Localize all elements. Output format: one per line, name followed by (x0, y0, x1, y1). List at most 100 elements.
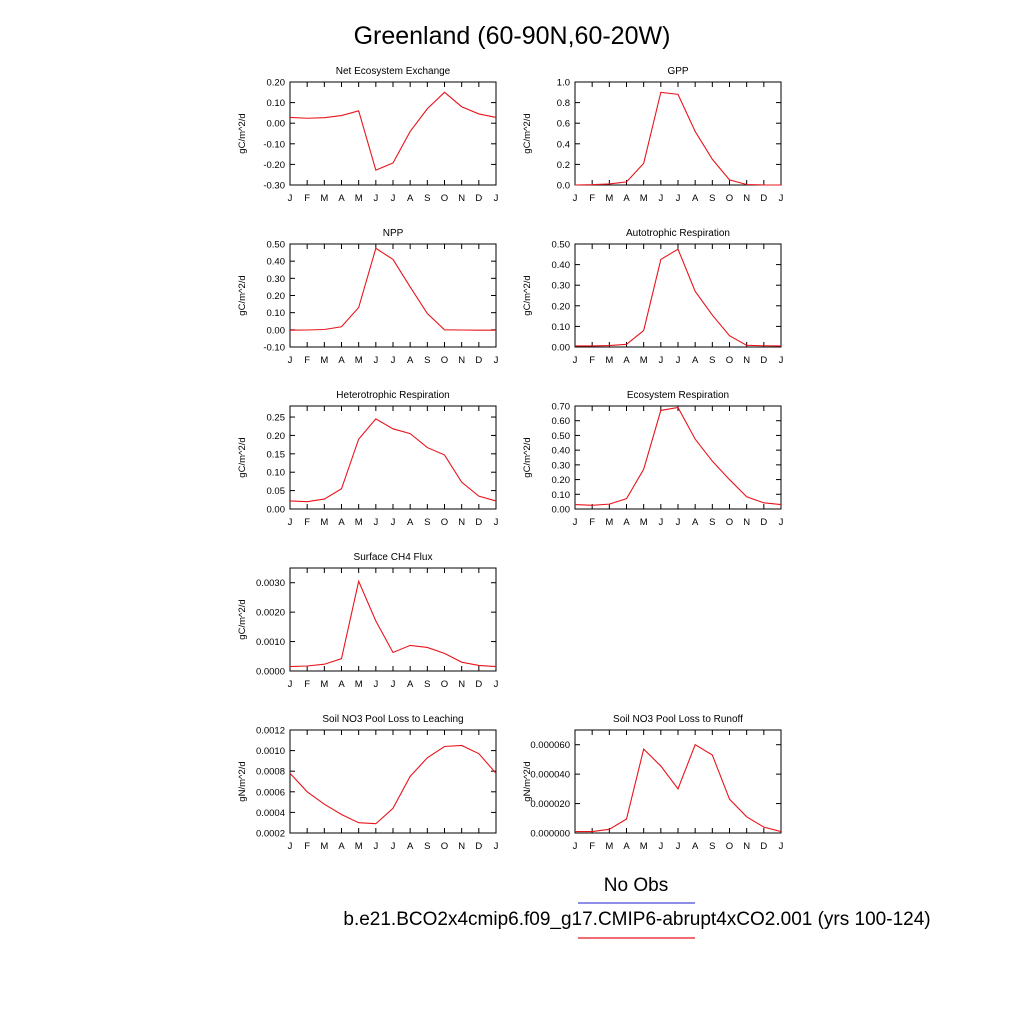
y-tick-label: 0.60 (552, 416, 571, 427)
x-tick-label: A (338, 841, 345, 852)
panel-title: Autotrophic Respiration (626, 228, 730, 239)
y-tick-label: 0.30 (552, 460, 571, 471)
x-tick-label: J (373, 517, 378, 528)
series-line-autotrophic-respiration (575, 248, 782, 347)
y-tick-label: 0.000020 (530, 799, 570, 810)
x-tick-label: A (338, 679, 345, 690)
plot-frame (289, 405, 497, 510)
x-tick-label: A (692, 355, 699, 366)
x-tick-label: J (391, 193, 396, 204)
x-tick-label: O (441, 517, 448, 528)
x-tick-label: J (373, 679, 378, 690)
x-tick-label: J (391, 679, 396, 690)
x-tick-label: N (458, 355, 465, 366)
x-tick-label: J (676, 193, 681, 204)
x-tick-label: N (458, 517, 465, 528)
plot-frame (574, 81, 782, 186)
x-tick-label: A (623, 517, 630, 528)
x-tick-label: A (407, 679, 414, 690)
y-tick-label: 0.00 (552, 343, 571, 354)
x-tick-label: N (743, 193, 750, 204)
panel-title: GPP (667, 66, 688, 77)
y-tick-label: 0.10 (267, 308, 286, 319)
x-tick-label: A (338, 193, 345, 204)
x-tick-label: J (373, 193, 378, 204)
x-tick-label: J (391, 841, 396, 852)
y-tick-label: 0.20 (552, 475, 571, 486)
y-tick-label: 0.10 (552, 322, 571, 333)
y-axis-label: gC/m^2/d (522, 275, 533, 315)
plot-frame (574, 405, 782, 510)
plot-frame (289, 729, 497, 834)
x-tick-label: D (475, 193, 482, 204)
y-tick-label: 0.50 (267, 240, 286, 251)
x-tick-label: J (658, 841, 663, 852)
y-tick-label: 0.000060 (530, 740, 570, 751)
x-tick-label: A (692, 517, 699, 528)
x-tick-label: A (407, 517, 414, 528)
x-tick-label: F (304, 517, 310, 528)
legend: No Obs b.e21.BCO2x4cmip6.f09_g17.CMIP6-a… (343, 875, 931, 939)
panel-title: Net Ecosystem Exchange (336, 66, 451, 77)
x-tick-label: D (760, 517, 767, 528)
x-tick-label: M (355, 355, 363, 366)
x-tick-label: A (623, 193, 630, 204)
y-tick-label: 0.0010 (256, 746, 285, 757)
x-tick-label: M (320, 679, 328, 690)
series-line-net-ecosystem-exchange (289, 91, 497, 171)
x-tick-label: J (373, 841, 378, 852)
y-tick-label: 0.70 (552, 402, 571, 413)
x-tick-label: A (338, 355, 345, 366)
x-tick-label: O (441, 841, 448, 852)
x-tick-label: A (623, 355, 630, 366)
y-axis-label: gN/m^2/d (237, 761, 248, 801)
x-tick-label: O (726, 841, 733, 852)
y-axis-label: gC/m^2/d (237, 599, 248, 639)
x-tick-label: J (779, 841, 784, 852)
x-tick-label: N (743, 517, 750, 528)
y-tick-label: 0.6 (557, 119, 570, 130)
plot-frame (289, 567, 497, 672)
x-tick-label: J (676, 355, 681, 366)
panel-net-ecosystem-exchange: Net Ecosystem Exchange 0.20 0.10 0.00 -0.10 -… (237, 66, 499, 204)
x-tick-label: N (458, 193, 465, 204)
x-tick-label: J (288, 679, 293, 690)
x-tick-label: S (424, 517, 430, 528)
x-tick-label: J (573, 841, 578, 852)
y-tick-label: -0.10 (263, 139, 285, 150)
x-tick-label: O (441, 355, 448, 366)
x-tick-label: A (338, 517, 345, 528)
x-tick-label: A (623, 841, 630, 852)
panel-soil-no3-pool-loss-to-leaching: Soil NO3 Pool Loss to Leaching 0.0012 0.00… (237, 714, 499, 852)
panel-heterotrophic-respiration: Heterotrophic Respiration 0.25 0.20 0.15 0.1… (237, 390, 499, 528)
x-tick-label: D (475, 679, 482, 690)
y-tick-label: 0.00 (267, 119, 286, 130)
y-tick-label: 0.0 (557, 181, 570, 192)
y-tick-label: 0.2 (557, 160, 570, 171)
x-tick-label: A (692, 193, 699, 204)
x-tick-label: M (355, 193, 363, 204)
y-axis-label: gN/m^2/d (522, 761, 533, 801)
x-tick-label: M (605, 517, 613, 528)
x-tick-label: J (779, 517, 784, 528)
y-tick-label: 0.0010 (256, 637, 285, 648)
y-tick-label: 0.50 (552, 431, 571, 442)
series-line-gpp (574, 91, 781, 186)
x-tick-label: F (304, 193, 310, 204)
x-tick-label: S (709, 355, 715, 366)
x-tick-label: A (407, 841, 414, 852)
x-tick-label: J (494, 193, 499, 204)
y-tick-label: 0.40 (552, 260, 571, 271)
y-tick-label: 0.20 (267, 431, 286, 442)
x-tick-label: F (304, 841, 310, 852)
panel-ecosystem-respiration: Ecosystem Respiration 0.70 0.60 0.50 0.40 0.3… (522, 390, 784, 528)
y-tick-label: 0.0002 (256, 829, 285, 840)
y-tick-label: 0.05 (267, 486, 286, 497)
x-tick-label: J (391, 517, 396, 528)
series-line-npp (289, 247, 496, 331)
x-tick-label: J (288, 193, 293, 204)
y-tick-label: 0.20 (267, 78, 286, 89)
x-tick-label: F (304, 355, 310, 366)
x-tick-label: M (605, 841, 613, 852)
